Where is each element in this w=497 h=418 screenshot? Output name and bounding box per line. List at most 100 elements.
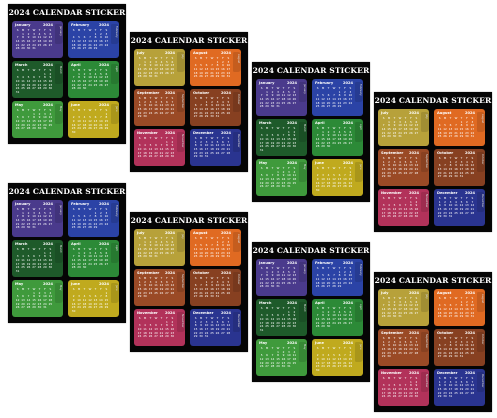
month-card: July 2024 S M T W T F S 1 2 3 4 5 6 7 8 9 10 11 12 13 14 15 16 17…: [134, 49, 185, 86]
day-number: 10: [392, 343, 397, 348]
day-number: 5: [260, 173, 263, 178]
sheet-title: 2024 CALENDAR STICKER: [130, 36, 248, 45]
day-number: 23: [221, 70, 225, 75]
day-number: 19: [321, 280, 325, 285]
day-number: 20: [193, 290, 198, 295]
day-number: 13: [292, 273, 297, 278]
day-number: 30: [315, 188, 320, 193]
weekday-label: F: [44, 207, 46, 211]
weekday-label: W: [332, 86, 336, 90]
day-number: 1: [288, 129, 290, 134]
day-number: 2: [72, 294, 75, 299]
day-number: 20: [48, 218, 53, 223]
day-number: 13: [193, 107, 198, 112]
day-number: 17: [204, 147, 209, 152]
month-header: June 2024: [71, 282, 109, 287]
day-number: 17: [32, 39, 36, 44]
day-number: 4: [22, 254, 24, 259]
weekday-label: T: [27, 207, 30, 211]
day-number: 1: [266, 89, 268, 94]
day-number: 8: [22, 214, 24, 219]
month-tab: May: [299, 162, 307, 182]
day-number: 4: [438, 303, 441, 308]
day-number: 18: [465, 167, 469, 172]
day-number: 19: [226, 107, 231, 112]
day-number: 1: [216, 59, 219, 64]
day-number: 16: [270, 277, 275, 282]
month-year: 2024: [164, 311, 175, 315]
day-number: 23: [99, 221, 103, 226]
weekday-label: T: [83, 207, 86, 211]
day-number: 21: [470, 387, 475, 392]
day-grid: S M T W T F S 1 2 3 4 5 6 7 8 9 10 11 12 13 14 15 16 17 18 19 20 21…: [259, 306, 297, 334]
day-number: 14: [159, 147, 164, 152]
month-year: 2024: [98, 23, 109, 27]
weekday-label: S: [471, 116, 474, 120]
day-number: 16: [143, 107, 147, 112]
day-number: 16: [148, 67, 153, 72]
day-number: 23: [270, 280, 275, 285]
day-number: 4: [194, 243, 197, 248]
day-number: 25: [159, 70, 164, 75]
day-number: 8: [166, 323, 168, 328]
day-number: 2: [415, 199, 418, 204]
day-number: 17: [215, 287, 220, 292]
day-number: 1: [277, 349, 279, 354]
day-number: 13: [82, 218, 87, 223]
day-number: 25: [281, 280, 286, 285]
day-number: 27: [21, 126, 25, 131]
month-card: July 2024 S M T W T F S 1 2 3 4 5 6 7 8 9 10 11 12 13 14 15 16 17…: [378, 109, 429, 146]
day-number: 30: [37, 305, 42, 310]
day-number: 14: [414, 343, 419, 348]
day-number: 9: [222, 63, 224, 68]
day-number: 27: [165, 110, 169, 115]
day-number: 28: [414, 350, 419, 355]
month-name: February: [315, 81, 334, 85]
weekday-label: F: [166, 276, 168, 280]
day-number: 14: [15, 218, 20, 223]
day-number: 14: [210, 67, 214, 72]
day-number: 9: [49, 75, 52, 80]
weekday-label: W: [210, 276, 214, 280]
day-number: 12: [43, 35, 47, 40]
day-grid: S M T W T F S 1 2 3 4 5 6 7 8 9 10 11 12 13 14 15 16 17 18 19 20 21…: [437, 116, 475, 144]
day-number: 3: [460, 339, 463, 344]
weekday-label: T: [83, 28, 86, 32]
day-number: 21: [37, 82, 42, 87]
month-tab-label: August: [237, 54, 240, 64]
day-number: 26: [321, 284, 325, 289]
day-number: 4: [293, 349, 296, 354]
day-number: 13: [221, 323, 225, 328]
weekday-label: M: [443, 116, 447, 120]
day-number: 7: [282, 313, 285, 318]
day-number: 12: [470, 343, 475, 348]
weekday-label: S: [293, 86, 296, 90]
day-number: 2: [49, 71, 52, 76]
month-card: August 2024 S M T W T F S 1 2 3 4 5 6 7 8 9 10 11 12 13 14 15 16…: [190, 49, 241, 86]
sheet-title: 2024 CALENDAR STICKER: [374, 276, 492, 285]
day-number: 10: [15, 79, 20, 84]
weekday-label: S: [349, 126, 352, 130]
day-number: 30: [326, 144, 331, 149]
day-number: 5: [460, 199, 463, 204]
day-number: 1: [22, 31, 24, 36]
day-number: 11: [21, 258, 25, 263]
day-number: 10: [77, 119, 81, 124]
weekday-label: T: [94, 108, 97, 112]
day-number: 31: [398, 314, 402, 319]
month-year: 2024: [286, 161, 297, 165]
weekday-label: S: [138, 96, 141, 100]
day-number: 18: [398, 167, 402, 172]
weekday-label: S: [72, 287, 75, 291]
day-number: 30: [210, 294, 214, 299]
day-number: 22: [193, 330, 198, 335]
weekday-label: F: [222, 276, 224, 280]
day-number: 11: [398, 343, 402, 348]
day-number: 4: [83, 115, 86, 120]
day-number: 3: [227, 239, 230, 244]
day-number: 2: [344, 89, 346, 94]
day-number: 6: [449, 123, 452, 128]
day-number: 4: [211, 319, 213, 324]
day-number: 18: [143, 330, 147, 335]
day-number: 14: [315, 317, 320, 322]
